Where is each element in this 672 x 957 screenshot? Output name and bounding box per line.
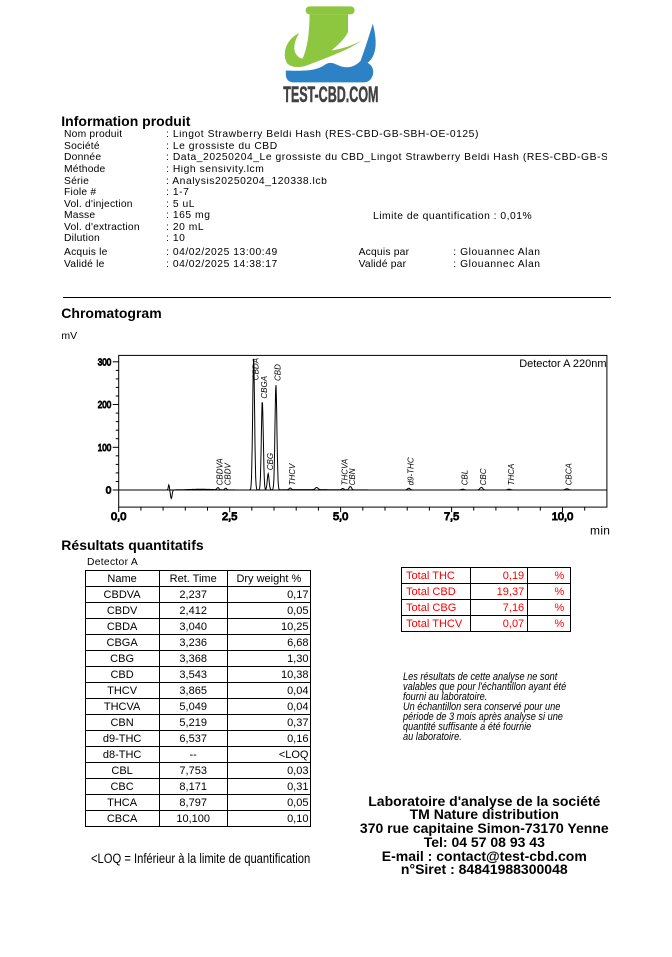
- svg-text:THCVA: THCVA: [341, 459, 350, 486]
- svg-text:2,5: 2,5: [222, 511, 237, 523]
- svg-text:THCV: THCV: [288, 463, 297, 485]
- svg-text:5,0: 5,0: [333, 511, 348, 523]
- svg-text:TEST-CBD.COM: TEST-CBD.COM: [283, 82, 378, 104]
- svg-text:300: 300: [98, 357, 112, 368]
- svg-text:CBC: CBC: [479, 468, 488, 485]
- svg-text:CBCA: CBCA: [565, 463, 574, 485]
- svg-text:7,5: 7,5: [444, 511, 459, 523]
- svg-text:Detector A 220nm: Detector A 220nm: [519, 358, 606, 370]
- svg-text:0: 0: [106, 486, 112, 497]
- svg-text:CBG: CBG: [266, 453, 275, 470]
- svg-text:CBGA: CBGA: [260, 376, 269, 399]
- svg-text:10,0: 10,0: [552, 511, 573, 523]
- svg-text:d9-THC: d9-THC: [407, 457, 416, 485]
- svg-text:CBN: CBN: [348, 468, 357, 485]
- svg-text:CBDA: CBDA: [251, 358, 260, 380]
- svg-text:CBDVA: CBDVA: [216, 458, 225, 485]
- svg-text:100: 100: [98, 443, 112, 454]
- svg-text:THCA: THCA: [507, 464, 516, 486]
- svg-text:0,0: 0,0: [111, 511, 126, 523]
- svg-text:CBDV: CBDV: [223, 463, 232, 486]
- svg-text:min: min: [590, 524, 610, 538]
- svg-text:CBL: CBL: [461, 470, 470, 486]
- svg-text:200: 200: [98, 400, 112, 411]
- svg-text:CBD: CBD: [274, 364, 283, 381]
- svg-text:mV: mV: [61, 330, 77, 342]
